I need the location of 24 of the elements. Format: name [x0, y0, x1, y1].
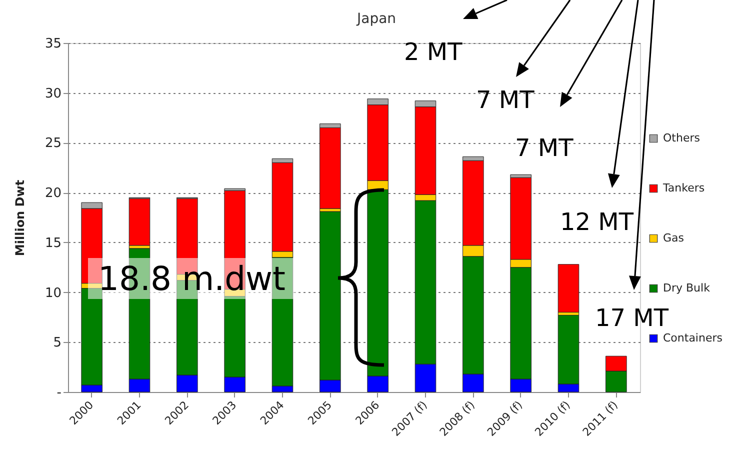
y-tick-label: 20	[44, 186, 62, 202]
legend-label: Dry Bulk	[663, 282, 711, 294]
y-tick-label: 10	[44, 286, 62, 301]
annotation: 7 MT	[476, 86, 534, 114]
bar	[558, 264, 580, 312]
y-tick-label: 30	[44, 86, 62, 102]
legend-label: Gas	[663, 232, 684, 244]
bar	[320, 128, 341, 209]
legend-label: Others	[663, 132, 700, 144]
y-tick-label: 35	[44, 36, 62, 52]
y-tick-label: 15	[44, 236, 62, 251]
legend-label: Containers	[663, 332, 723, 344]
legend-label: Tankers	[662, 182, 705, 194]
y-axis-title: Million Dwt	[12, 180, 27, 256]
y-tick-label: 25	[44, 136, 62, 152]
annotation: 7 MT	[515, 134, 574, 162]
annotation: 2 MT	[404, 38, 462, 66]
annotation: 18.8 m.dwt	[88, 258, 296, 299]
annotation: 12 MT	[560, 208, 634, 236]
y-tick-label: 5	[53, 336, 62, 351]
text: Japan	[357, 11, 396, 27]
y-tick-label: -	[56, 386, 62, 400]
annotation: 17 MT	[595, 304, 669, 332]
bar	[128, 198, 150, 246]
